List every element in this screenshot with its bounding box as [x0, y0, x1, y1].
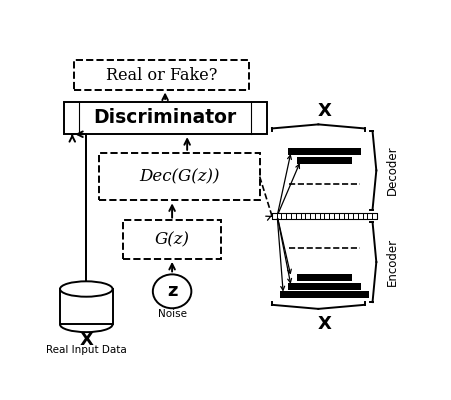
Text: X: X: [79, 331, 93, 349]
Bar: [297, 157, 351, 164]
Text: X: X: [317, 315, 331, 333]
Bar: [287, 283, 360, 290]
Bar: [63, 102, 266, 134]
Text: Dec(G(z)): Dec(G(z)): [138, 168, 219, 185]
Bar: [287, 148, 360, 154]
Text: X: X: [317, 102, 331, 120]
Bar: [272, 213, 376, 219]
Text: Decoder: Decoder: [386, 146, 398, 195]
Text: z: z: [166, 282, 177, 300]
Text: Discriminator: Discriminator: [93, 108, 236, 128]
Bar: [279, 291, 368, 298]
Bar: [74, 60, 249, 90]
Text: Real or Fake?: Real or Fake?: [106, 67, 217, 84]
Bar: [98, 153, 259, 200]
Text: Noise: Noise: [157, 310, 186, 320]
Text: Real Input Data: Real Input Data: [46, 346, 126, 356]
Bar: [123, 220, 221, 259]
Text: Encoder: Encoder: [386, 238, 398, 286]
Text: G(z): G(z): [154, 231, 189, 248]
Ellipse shape: [60, 281, 112, 297]
Bar: [297, 274, 351, 281]
Bar: [60, 289, 112, 324]
